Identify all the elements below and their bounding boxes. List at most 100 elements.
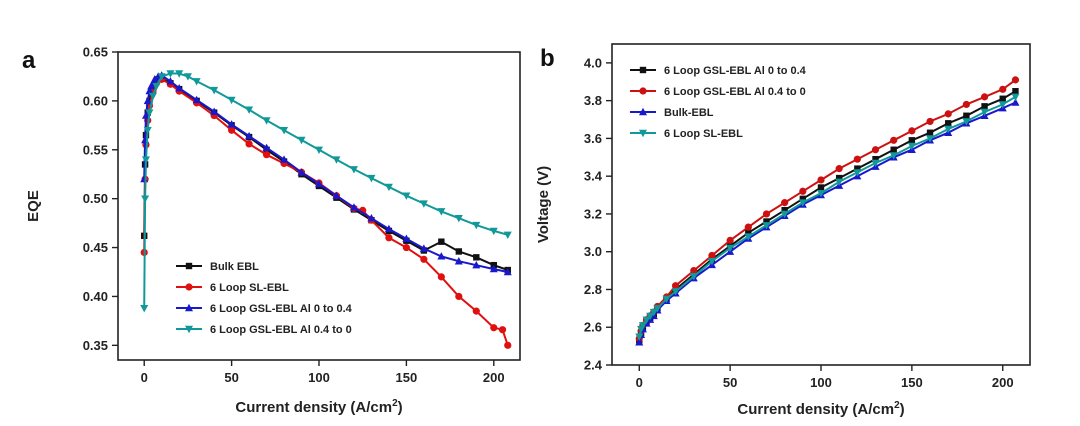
data-point <box>141 111 150 119</box>
data-point <box>420 255 428 263</box>
data-point <box>981 103 988 110</box>
data-point <box>454 257 463 265</box>
data-point <box>890 136 898 144</box>
legend-label: 6 Loop GSL-EBL Al 0.4 to 0 <box>210 324 352 336</box>
data-point <box>490 324 498 332</box>
data-point <box>175 70 184 78</box>
y-tick-label: 3.2 <box>584 206 602 221</box>
data-point <box>455 248 463 255</box>
data-point <box>245 106 254 114</box>
legend-marker <box>639 129 647 138</box>
data-point <box>210 86 219 95</box>
data-point <box>835 165 843 173</box>
data-point <box>489 227 498 236</box>
data-point <box>853 155 861 163</box>
x-tick-label: 100 <box>308 370 330 385</box>
data-point <box>762 210 771 218</box>
data-point <box>192 78 201 86</box>
data-point <box>367 174 376 183</box>
data-point <box>999 85 1007 93</box>
data-point <box>228 126 236 134</box>
data-point <box>419 200 428 208</box>
data-point <box>262 117 271 125</box>
data-point <box>649 308 658 317</box>
data-point <box>780 210 789 219</box>
data-point <box>152 83 161 91</box>
data-point <box>817 189 825 198</box>
data-point <box>854 165 861 172</box>
data-point <box>402 234 411 242</box>
legend-marker <box>185 325 193 334</box>
data-point <box>210 107 219 115</box>
data-point <box>872 155 879 163</box>
legend-marker <box>185 303 193 312</box>
x-tick-label: 0 <box>636 375 643 390</box>
legend-label: 6 Loop GSL-EBL Al 0 to 0.4 <box>664 65 807 77</box>
data-point <box>349 166 358 174</box>
y-axis-label: Voltage (V) <box>535 166 552 243</box>
y-tick-label: 0.50 <box>83 191 108 206</box>
legend-marker <box>639 66 647 74</box>
data-point <box>280 127 289 135</box>
panel-letter: a <box>22 47 36 74</box>
data-point <box>473 254 480 261</box>
data-point <box>175 83 184 92</box>
series-3 <box>635 93 1020 341</box>
y-tick-label: 3.8 <box>584 93 602 108</box>
data-point <box>332 191 341 199</box>
data-point <box>646 312 655 321</box>
data-point <box>642 316 651 324</box>
data-point <box>489 264 498 273</box>
x-tick-label: 0 <box>141 370 148 385</box>
data-point <box>437 208 446 216</box>
data-point <box>817 176 825 184</box>
data-point <box>672 282 680 290</box>
data-point <box>889 152 898 160</box>
data-point <box>384 183 393 192</box>
x-axis-label-main: Current density (A/cm <box>235 399 392 416</box>
data-point <box>835 174 843 182</box>
legend-marker <box>185 262 193 270</box>
data-point <box>315 146 323 154</box>
data-point <box>141 195 150 203</box>
legend-label: 6 Loop SL-EBL <box>664 128 743 140</box>
data-point <box>763 218 770 225</box>
data-point <box>437 252 446 260</box>
data-point <box>148 92 157 101</box>
x-tick-label: 100 <box>810 375 832 390</box>
data-point <box>799 195 807 203</box>
x-axis-label: Current density (A/cm2) <box>737 400 904 418</box>
data-point <box>503 267 512 276</box>
data-point <box>140 304 149 313</box>
data-point <box>945 120 952 127</box>
data-point <box>166 70 175 78</box>
data-point <box>926 129 934 136</box>
data-point <box>245 140 253 148</box>
x-tick-label: 50 <box>224 370 238 385</box>
data-point <box>262 143 271 152</box>
data-point <box>157 73 166 81</box>
data-point <box>503 231 512 240</box>
data-point <box>980 93 989 101</box>
legend-label: Bulk-EBL <box>664 107 714 119</box>
y-tick-label: 0.60 <box>83 93 108 108</box>
data-point <box>455 292 463 301</box>
legend-marker <box>639 87 647 95</box>
data-point <box>726 236 734 244</box>
data-point <box>472 221 481 230</box>
data-point <box>262 151 271 159</box>
data-point <box>472 260 481 269</box>
data-point <box>817 184 825 191</box>
data-point <box>671 288 680 296</box>
data-point <box>745 229 752 237</box>
data-point <box>744 233 753 241</box>
x-tick-label: 150 <box>396 370 418 385</box>
data-point <box>871 146 880 154</box>
data-point <box>707 257 716 266</box>
data-point <box>143 127 152 135</box>
legend-label: 6 Loop GSL-EBL Al 0.4 to 0 <box>664 86 806 98</box>
data-point <box>183 73 192 81</box>
data-point <box>227 120 236 128</box>
data-point <box>781 199 789 207</box>
